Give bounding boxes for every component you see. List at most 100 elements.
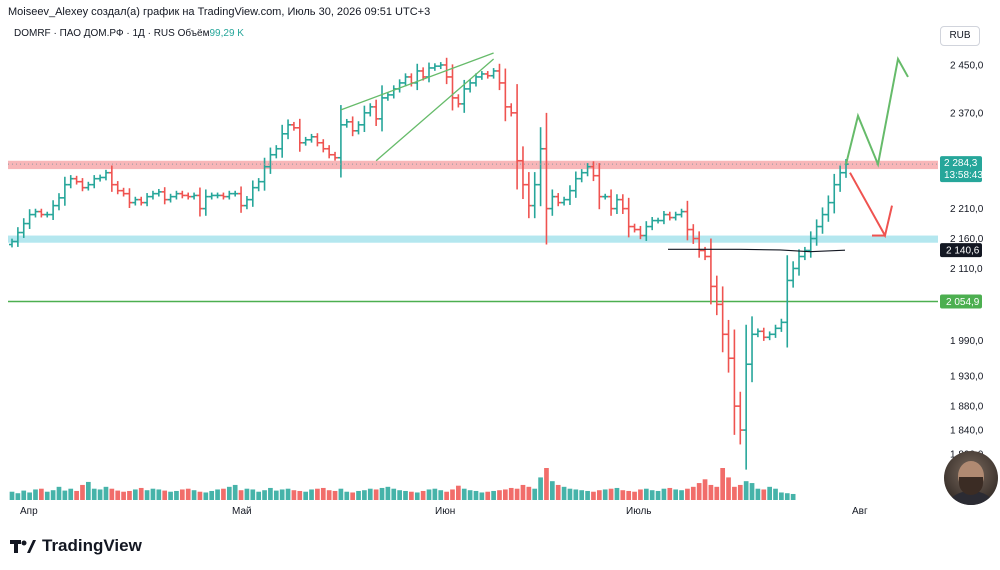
volume-bar — [497, 490, 502, 500]
volume-bar — [432, 488, 438, 500]
volume-bar — [391, 488, 397, 500]
volume-bar — [450, 489, 455, 500]
level-value-black: 2 140,6 — [946, 246, 980, 257]
volume-bar — [356, 490, 361, 500]
volume-bar — [420, 490, 426, 500]
volume-bar — [91, 488, 97, 500]
symbol-name: ПАО ДОМ.РФ — [59, 28, 124, 39]
volume-bar — [215, 489, 220, 500]
volume-bar — [86, 481, 91, 500]
volume-bar — [632, 491, 637, 500]
currency-badge[interactable]: RUB — [940, 26, 980, 46]
volume-bar — [344, 491, 350, 500]
price-tick-label: 2 450,0 — [950, 60, 984, 71]
volume-bar — [620, 490, 626, 500]
volume-bar — [138, 487, 144, 500]
price-tick-label: 1 990,0 — [950, 336, 984, 347]
volume-bar — [544, 468, 549, 500]
level-badge-green — [940, 294, 982, 309]
volume-bar — [614, 487, 620, 500]
volume-bar — [168, 491, 173, 500]
volume-bar — [144, 490, 150, 500]
volume-bar — [332, 490, 338, 500]
last-price-badge — [940, 156, 982, 183]
time-axis-label: Июн — [435, 506, 455, 517]
volume-bar — [749, 483, 755, 500]
volume-bar — [743, 481, 749, 500]
volume-bar — [784, 493, 790, 500]
volume-bar — [491, 490, 496, 500]
volume-bar — [9, 491, 15, 500]
volume-bar — [737, 484, 743, 500]
volume-bar — [397, 490, 402, 500]
last-price-countdown: 13:58:43 — [944, 170, 983, 181]
average-line — [668, 248, 846, 253]
volume-bar — [732, 486, 737, 500]
volume-bar — [109, 488, 115, 500]
volume-bar — [767, 486, 772, 500]
volume-bar — [238, 490, 244, 500]
volume-bar — [132, 489, 138, 500]
volume-bar — [685, 488, 690, 500]
volume-bar — [185, 488, 191, 500]
volume-bar — [150, 488, 156, 500]
volume-bar — [385, 486, 391, 500]
volume-bar — [761, 489, 767, 500]
volume-bar — [367, 488, 373, 500]
volume-bar — [232, 484, 238, 500]
volume-bar — [291, 490, 297, 500]
time-axis-label: Авг — [852, 506, 868, 517]
volume-bar — [197, 491, 203, 500]
volume-bar — [608, 488, 614, 500]
volume-bar — [309, 489, 314, 500]
volume-bar — [338, 488, 344, 500]
volume-bar — [74, 490, 79, 500]
volume-bar — [461, 488, 467, 500]
volume-bar — [667, 487, 673, 500]
tradingview-logo[interactable]: TradingView — [10, 536, 142, 556]
resistance-zone — [8, 160, 938, 170]
level-value-green: 2 054,9 — [946, 297, 980, 308]
price-tick-label: 2 110,0 — [950, 264, 983, 275]
volume-bar — [532, 488, 538, 500]
attribution-text: Moiseev_Alexey создал(а) график на Tradi… — [8, 6, 431, 18]
volume-bar — [250, 489, 256, 500]
price-tick-label: 1 880,0 — [950, 402, 984, 413]
volume-bar — [226, 486, 232, 500]
volume-bar — [162, 490, 168, 500]
price-tick-label: 1 930,0 — [950, 372, 984, 383]
volume-bar — [103, 486, 109, 500]
volume-bar — [426, 489, 432, 500]
volume-bar — [44, 491, 50, 500]
volume-bar — [409, 491, 414, 500]
volume-bar — [262, 490, 267, 500]
volume-bar — [708, 484, 714, 500]
volume-bar — [479, 492, 485, 500]
volume-bar — [714, 486, 720, 500]
volume-bar — [773, 488, 778, 500]
volume-bar — [702, 479, 708, 500]
price-tick-label: 2 370,0 — [950, 108, 984, 119]
volume-bar — [268, 487, 273, 500]
volume-bar — [779, 492, 784, 500]
volume-bar — [514, 488, 520, 500]
volume-bar — [80, 484, 85, 500]
volume-bar — [33, 489, 38, 500]
symbol-interval: 1Д — [132, 28, 145, 39]
last-price-value: 2 284,3 — [944, 158, 978, 169]
volume-bar — [414, 492, 420, 500]
volume-bar — [690, 486, 696, 500]
volume-bar — [602, 489, 608, 500]
price-tick-label: 2 210,0 — [950, 204, 984, 215]
author-avatar — [944, 451, 998, 505]
triangle-upper-line — [340, 52, 494, 111]
volume-bar — [720, 468, 726, 500]
volume-bar — [456, 485, 461, 500]
volume-bar — [62, 490, 68, 500]
volume-bar — [596, 490, 602, 500]
volume-bar — [68, 488, 74, 500]
volume-bar — [326, 490, 332, 500]
level-badge-black — [940, 243, 982, 258]
symbol-legend[interactable]: DOMRF · ПАО ДОМ.РФ · 1Д · RUS Объём99,29… — [14, 28, 244, 39]
